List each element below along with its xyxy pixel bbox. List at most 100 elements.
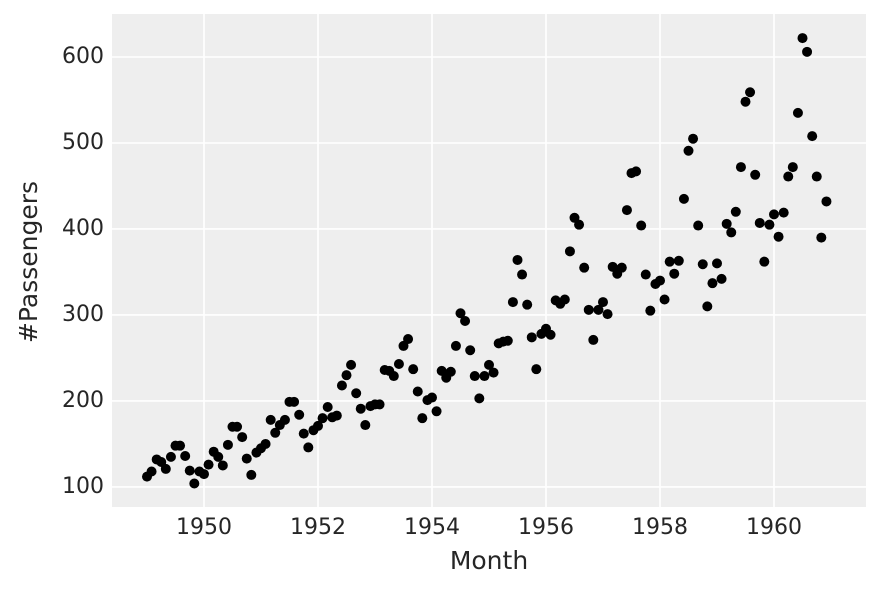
point xyxy=(598,297,609,308)
point xyxy=(241,453,252,464)
point xyxy=(460,315,471,326)
point xyxy=(160,463,171,474)
point xyxy=(750,169,761,180)
point xyxy=(616,262,627,273)
point xyxy=(602,309,613,320)
point xyxy=(697,259,708,270)
point xyxy=(759,256,770,267)
y-axis-label: #Passengers xyxy=(14,181,43,343)
y-tick-label: 300 xyxy=(62,302,104,327)
point xyxy=(374,399,385,410)
point xyxy=(512,254,523,265)
point xyxy=(745,87,756,98)
point xyxy=(631,166,642,177)
point xyxy=(545,329,556,340)
x-tick-label: 1952 xyxy=(290,515,346,540)
x-tick-label: 1958 xyxy=(632,515,688,540)
point xyxy=(341,370,352,381)
point xyxy=(707,278,718,289)
point xyxy=(797,33,808,44)
point xyxy=(574,219,585,230)
point xyxy=(317,413,328,424)
point xyxy=(773,231,784,242)
x-tick-label: 1956 xyxy=(518,515,574,540)
point xyxy=(289,396,300,407)
point xyxy=(322,401,333,412)
point xyxy=(393,358,404,369)
point xyxy=(355,403,366,414)
point xyxy=(465,345,476,356)
point xyxy=(360,420,371,431)
point xyxy=(222,439,233,450)
point xyxy=(811,171,822,182)
point xyxy=(450,340,461,351)
point xyxy=(712,258,723,269)
point xyxy=(232,421,243,432)
point xyxy=(336,380,347,391)
point xyxy=(502,335,513,346)
y-tick-label: 100 xyxy=(62,474,104,499)
point xyxy=(351,388,362,399)
point xyxy=(655,275,666,286)
point xyxy=(165,451,176,462)
point xyxy=(479,371,490,382)
point xyxy=(346,359,357,370)
point xyxy=(636,220,647,231)
point xyxy=(388,371,399,382)
point xyxy=(270,427,281,438)
point xyxy=(659,294,670,305)
x-axis-label: Month xyxy=(450,546,528,575)
point xyxy=(531,364,542,375)
point xyxy=(721,218,732,229)
y-tick-label: 600 xyxy=(62,44,104,69)
point xyxy=(431,406,442,417)
point xyxy=(816,232,827,243)
point xyxy=(312,420,323,431)
point xyxy=(754,217,765,228)
point xyxy=(792,107,803,118)
point xyxy=(579,262,590,273)
point xyxy=(469,371,480,382)
point xyxy=(522,299,533,310)
point xyxy=(507,297,518,308)
point xyxy=(683,145,694,156)
point xyxy=(621,205,632,216)
point xyxy=(730,206,741,217)
point xyxy=(669,268,680,279)
point xyxy=(783,171,794,182)
point xyxy=(488,367,499,378)
point xyxy=(526,332,537,343)
x-tick-label: 1950 xyxy=(176,515,232,540)
point xyxy=(583,304,594,315)
point xyxy=(778,207,789,218)
point xyxy=(213,451,224,462)
point xyxy=(265,414,276,425)
point xyxy=(237,432,248,443)
point xyxy=(203,459,214,470)
point xyxy=(408,364,419,375)
point xyxy=(298,428,309,439)
point xyxy=(807,131,818,142)
point xyxy=(217,460,228,471)
point xyxy=(146,466,157,477)
point xyxy=(198,469,209,480)
point xyxy=(403,334,414,345)
point xyxy=(331,410,342,421)
point xyxy=(564,246,575,257)
y-tick-label: 200 xyxy=(62,388,104,413)
y-tick-label: 500 xyxy=(62,130,104,155)
point xyxy=(455,308,466,319)
x-tick-label: 1954 xyxy=(404,515,460,540)
point xyxy=(180,451,191,462)
x-tick-label: 1960 xyxy=(746,515,802,540)
point xyxy=(593,304,604,315)
point xyxy=(474,393,485,404)
point xyxy=(693,220,704,231)
y-tick-label: 400 xyxy=(62,216,104,241)
point xyxy=(294,409,305,420)
point xyxy=(740,96,751,107)
point xyxy=(640,269,651,280)
point xyxy=(821,196,832,207)
point xyxy=(426,392,437,403)
